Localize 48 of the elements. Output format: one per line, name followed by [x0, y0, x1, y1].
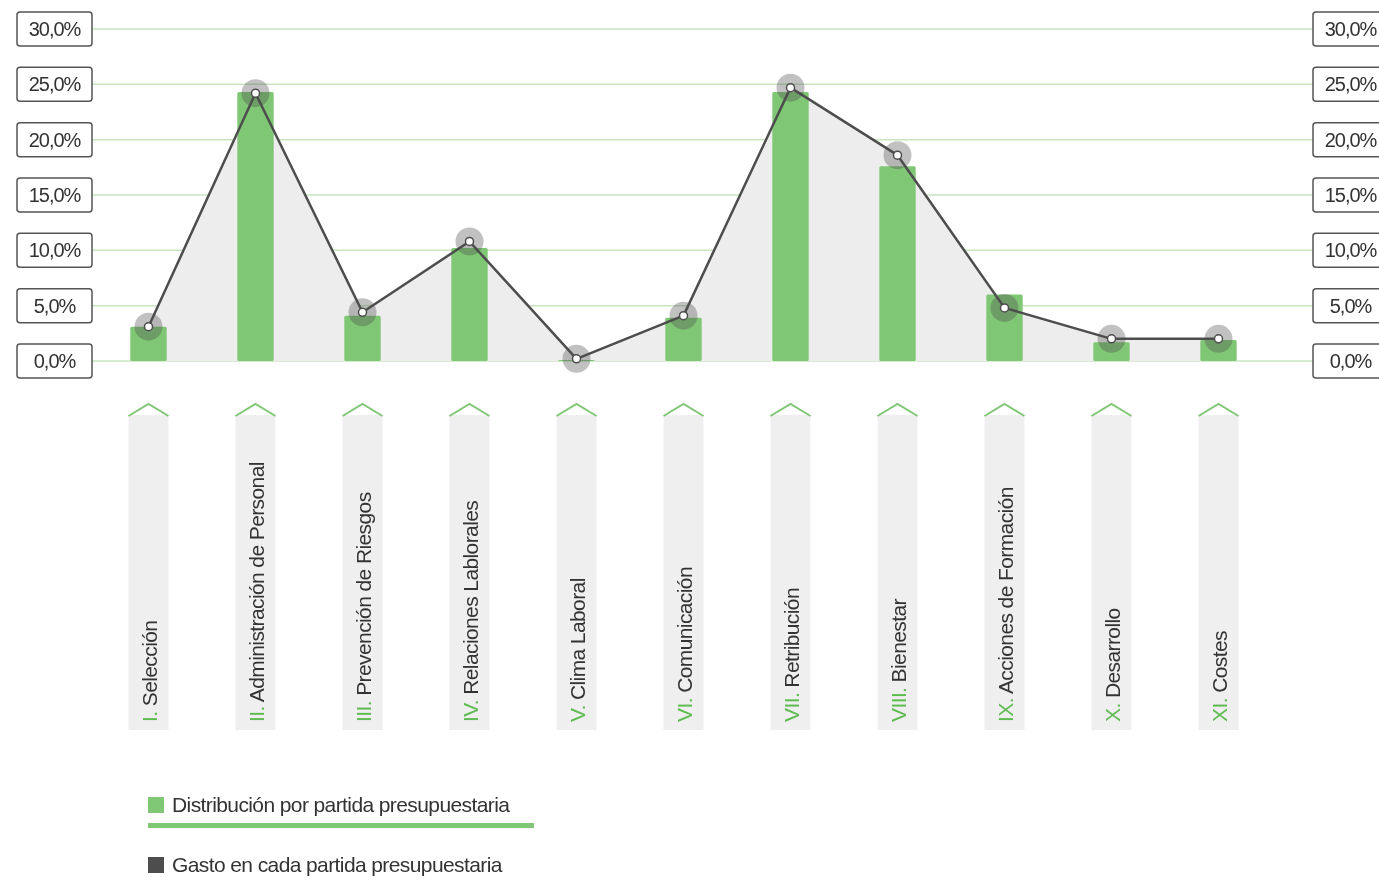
- x-tick-label: IX. Acciones de Formación: [993, 487, 1017, 722]
- bar: [772, 92, 809, 361]
- y2-tick-label: 5,0%: [1329, 294, 1373, 317]
- legend-label: Distribución por partida presupuestaria: [172, 793, 511, 816]
- x-tick-label: X. Desarrollo: [1100, 608, 1124, 722]
- x-tick-label: II. Administración de Personal: [244, 462, 268, 722]
- x-tick-label: IV. Relaciones Lablorales: [458, 500, 482, 722]
- y-tick-label: 15,0%: [28, 184, 82, 206]
- bar: [451, 248, 488, 361]
- x-tick-label: XI. Costes: [1207, 631, 1231, 722]
- y2-tick-label: 25,0%: [1324, 73, 1378, 96]
- point: [776, 73, 805, 102]
- y-tick-label: 5,0%: [33, 294, 77, 317]
- bar: [1093, 342, 1130, 361]
- x-tick-label: VIII. Bienestar: [886, 598, 910, 722]
- point: [562, 344, 591, 373]
- y2-tick-label: 10,0%: [1324, 239, 1378, 262]
- y-tick-label: 30,0%: [28, 18, 82, 40]
- x-tick-label: III. Prevención de Riesgos: [351, 492, 375, 722]
- point: [1097, 324, 1126, 353]
- x-tick-label: VII. Retribución: [779, 588, 803, 722]
- point: [883, 141, 912, 170]
- bar: [665, 317, 702, 361]
- point: [990, 293, 1019, 322]
- y2-tick-label: 30,0%: [1324, 18, 1378, 40]
- bar: [986, 294, 1023, 361]
- bar: [1200, 339, 1237, 361]
- x-tick-label: VI. Comunicación: [672, 567, 696, 722]
- x-tick-label: V. Clima Laboral: [565, 578, 589, 722]
- point: [669, 301, 698, 330]
- y-tick-label: 25,0%: [28, 73, 82, 96]
- bar: [879, 166, 916, 361]
- y-tick-label: 0,0%: [33, 350, 77, 372]
- legend-label: Gasto en cada partida presupuestaria: [172, 853, 503, 876]
- bar: [130, 326, 167, 361]
- y2-tick-label: 20,0%: [1324, 128, 1378, 151]
- point: [1204, 324, 1233, 353]
- y2-tick-label: 0,0%: [1329, 350, 1373, 372]
- x-tick-label: I. Selección: [137, 620, 161, 722]
- bar: [344, 315, 381, 361]
- point: [241, 79, 270, 108]
- point: [348, 298, 377, 327]
- y2-tick-label: 15,0%: [1324, 184, 1378, 206]
- bar: [237, 92, 274, 361]
- point: [455, 227, 484, 256]
- y-tick-label: 20,0%: [28, 128, 82, 151]
- point: [134, 312, 163, 341]
- y-tick-label: 10,0%: [28, 239, 82, 262]
